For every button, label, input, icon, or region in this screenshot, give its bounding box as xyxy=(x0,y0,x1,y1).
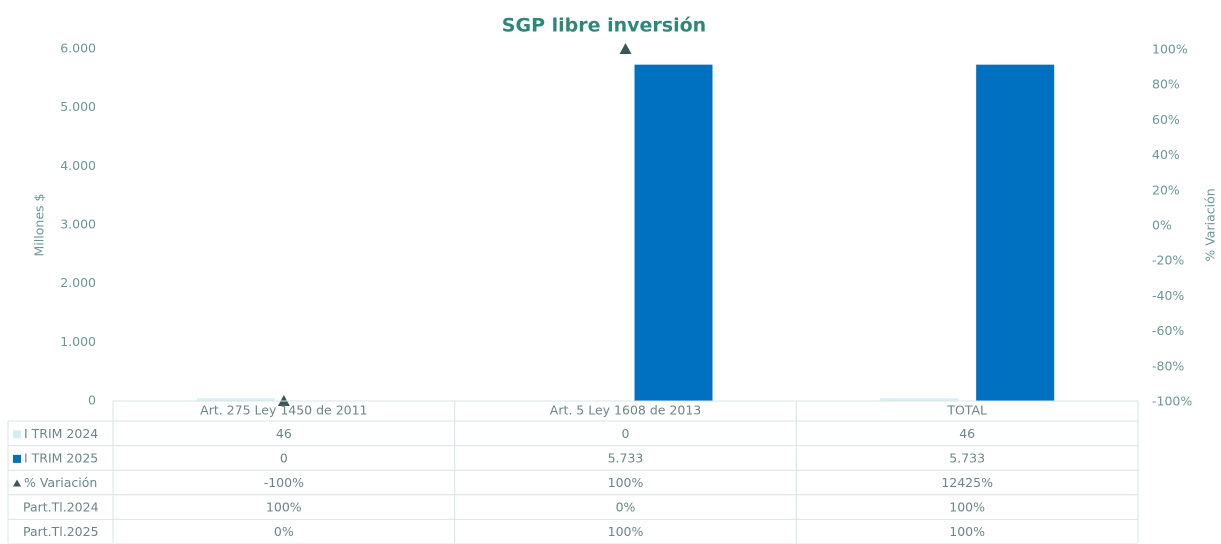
x-tick-label: TOTAL xyxy=(946,403,987,418)
y2-tick-label: -20% xyxy=(1152,253,1184,268)
y2-tick-label: -40% xyxy=(1152,288,1184,303)
legend-key xyxy=(13,454,21,463)
y-tick-label: 4.000 xyxy=(60,158,96,173)
table-cell: 100% xyxy=(608,524,644,539)
legend-label: Part.Tl.2025 xyxy=(23,524,99,539)
legend-label: % Variación xyxy=(24,475,97,490)
bar xyxy=(196,398,275,401)
marker xyxy=(619,43,632,54)
y-tick-label: 1.000 xyxy=(60,334,96,349)
table-cell: 0% xyxy=(274,524,294,539)
table-cell: 12425% xyxy=(941,475,993,490)
chart-title: SGP libre inversión xyxy=(502,15,706,37)
table-cell: 100% xyxy=(949,500,985,515)
y2-tick-label: 60% xyxy=(1152,112,1180,127)
bar xyxy=(634,64,713,401)
table-cell: 5.733 xyxy=(949,450,985,465)
table-cell: 0 xyxy=(280,450,288,465)
y2-axis-label: % Variación xyxy=(1203,188,1218,261)
y-tick-label: 3.000 xyxy=(60,217,96,232)
table-cell: 5.733 xyxy=(608,450,644,465)
y2-tick-label: -60% xyxy=(1152,323,1184,338)
table-cell: 46 xyxy=(959,426,975,441)
y2-tick-label: 0% xyxy=(1152,218,1172,233)
table-cell: 100% xyxy=(949,524,985,539)
y-tick-label: 0 xyxy=(88,393,96,408)
y-tick-label: 5.000 xyxy=(60,99,96,114)
table-cell: 0 xyxy=(622,426,630,441)
table-cell: -100% xyxy=(264,475,304,490)
legend-label: Part.Tl.2024 xyxy=(23,500,99,515)
y2-tick-label: 20% xyxy=(1152,182,1180,197)
x-tick-label: Art. 275 Ley 1450 de 2011 xyxy=(200,403,367,418)
legend-key xyxy=(13,430,21,439)
y-tick-label: 2.000 xyxy=(60,275,96,290)
y-tick-label: 6.000 xyxy=(60,41,96,56)
table-cell: 100% xyxy=(266,500,302,515)
legend-label: I TRIM 2024 xyxy=(24,426,98,441)
bar xyxy=(976,64,1055,401)
table-cell: 46 xyxy=(276,426,292,441)
table-cell: 100% xyxy=(608,475,644,490)
table-cell: 0% xyxy=(616,500,636,515)
y2-tick-label: 100% xyxy=(1152,42,1188,57)
y2-tick-label: -80% xyxy=(1152,358,1184,373)
plot-area xyxy=(196,43,1055,406)
y2-tick-label: -100% xyxy=(1152,394,1192,409)
legend-label: I TRIM 2025 xyxy=(24,450,98,465)
bar xyxy=(880,398,959,401)
y-axis-label: Millones $ xyxy=(32,194,47,257)
y2-tick-label: 40% xyxy=(1152,147,1180,162)
x-tick-label: Art. 5 Ley 1608 de 2013 xyxy=(550,403,701,418)
legend-key xyxy=(13,479,21,487)
y2-tick-label: 80% xyxy=(1152,77,1180,92)
